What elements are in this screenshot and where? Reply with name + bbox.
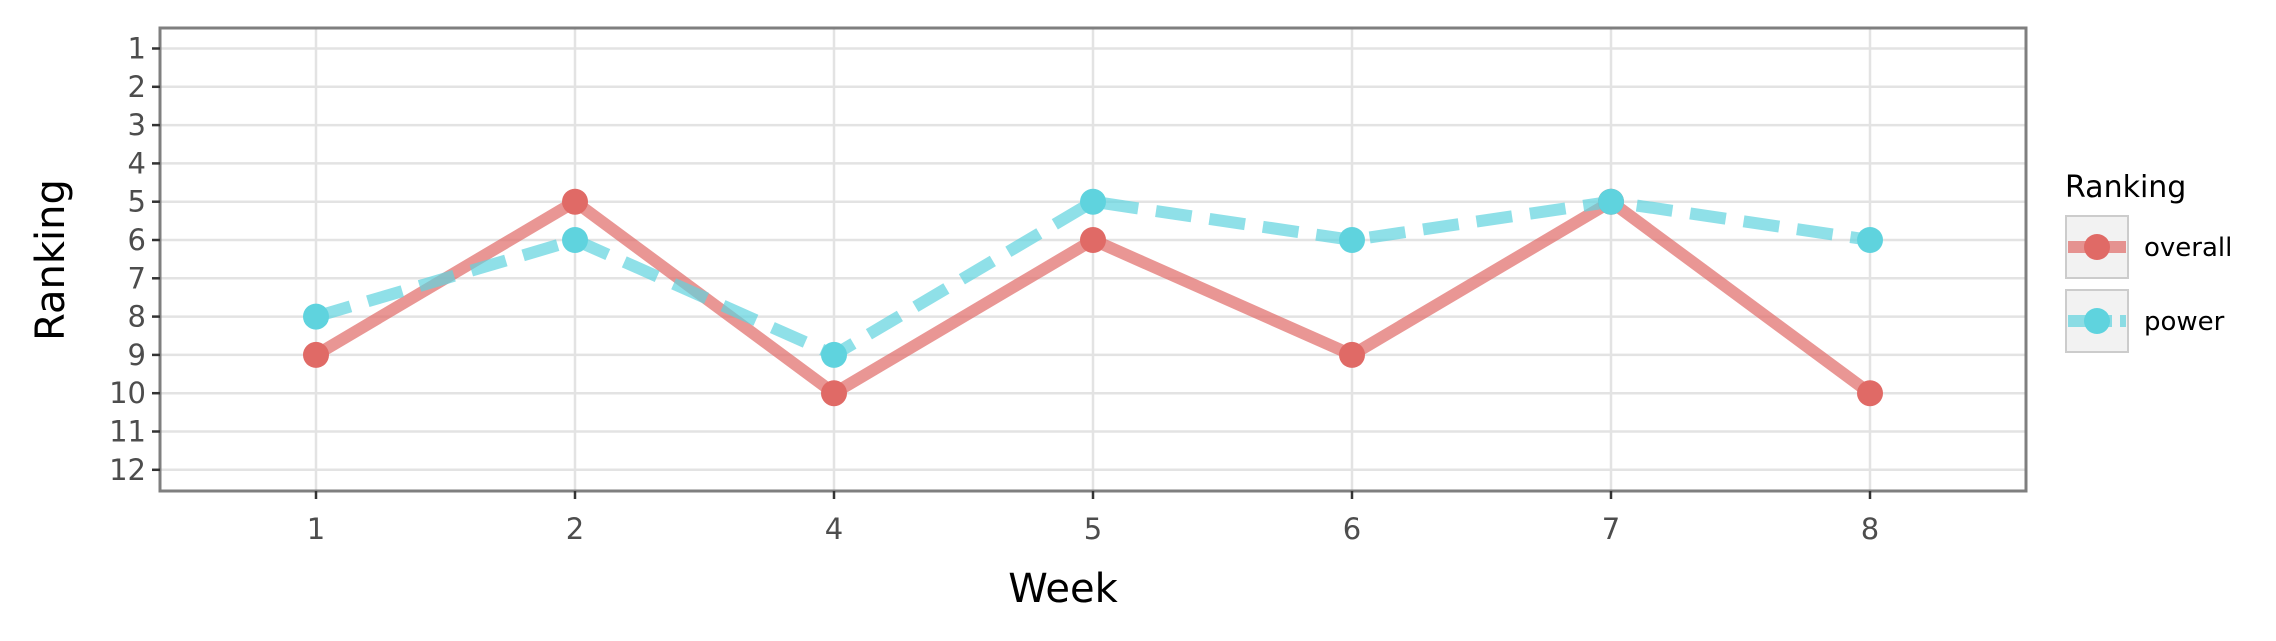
x-tick-label: 1	[307, 512, 325, 546]
data-point-power	[1339, 227, 1365, 253]
x-tick-label: 5	[1084, 512, 1102, 546]
legend-label-power: power	[2144, 307, 2225, 337]
data-point-overall	[562, 188, 588, 215]
data-point-overall	[1339, 341, 1365, 368]
data-point-overall	[1080, 227, 1106, 253]
data-point-power	[1598, 188, 1624, 215]
data-point-power	[1857, 227, 1883, 253]
data-point-overall	[303, 341, 329, 368]
y-tick-label: 2	[128, 70, 146, 104]
y-tick-label: 6	[128, 223, 146, 257]
data-point-overall	[821, 380, 847, 407]
y-tick-label: 11	[109, 415, 146, 449]
y-tick-label: 10	[109, 376, 146, 410]
legend-dot-overall	[2084, 234, 2110, 260]
data-point-power	[1080, 188, 1106, 215]
y-tick-label: 12	[109, 453, 146, 487]
y-tick-label: 8	[128, 300, 146, 334]
legend-items: overall power	[2065, 215, 2232, 353]
legend: Ranking overall power	[2065, 170, 2232, 353]
y-tick-label: 5	[128, 185, 146, 219]
x-tick-label: 8	[1861, 512, 1879, 546]
data-point-power	[821, 341, 847, 368]
x-tick-label: 7	[1602, 512, 1620, 546]
x-axis-title: Week	[1008, 566, 1118, 612]
x-tick-label: 4	[825, 512, 843, 546]
x-tick-label: 6	[1343, 512, 1361, 546]
grid-lines	[160, 28, 2026, 491]
y-tick-label: 4	[128, 146, 146, 180]
y-tick-label: 1	[128, 32, 146, 66]
data-point-overall	[1857, 380, 1883, 407]
y-tick-label: 9	[128, 338, 146, 372]
y-tick-label: 7	[128, 261, 146, 295]
x-tick-label: 2	[566, 512, 584, 546]
legend-dot-power	[2084, 308, 2110, 334]
y-tick-label: 3	[128, 108, 146, 142]
data-point-power	[303, 303, 329, 330]
data-point-power	[562, 227, 588, 253]
legend-title: Ranking	[2065, 170, 2186, 205]
y-axis-title: Ranking	[28, 179, 74, 341]
legend-label-overall: overall	[2144, 233, 2232, 263]
series-layer	[303, 188, 1883, 407]
